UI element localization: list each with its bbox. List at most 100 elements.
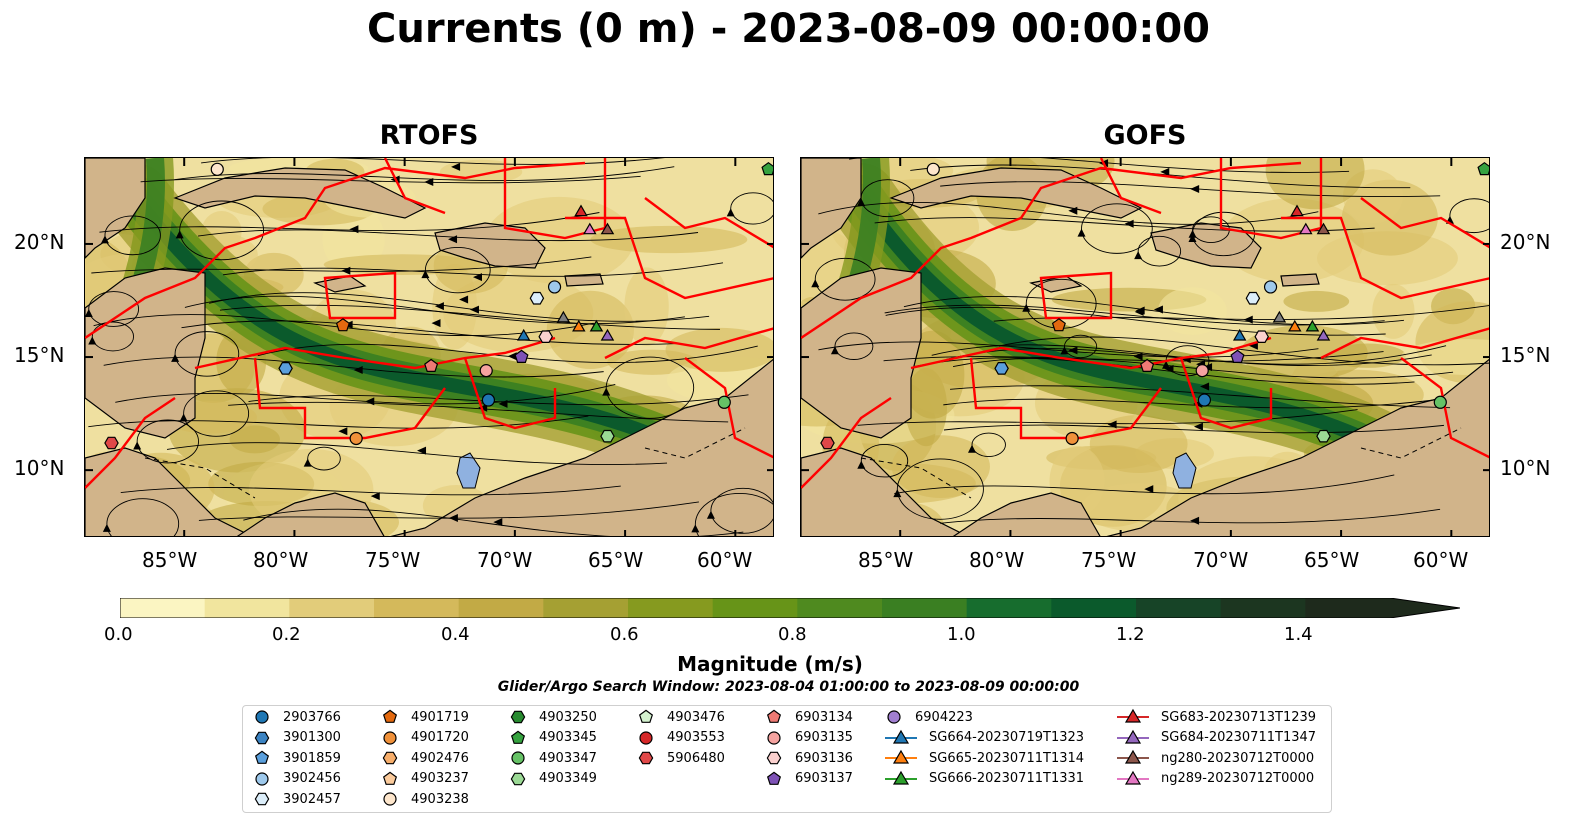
rtofs-map <box>84 157 774 537</box>
legend-marker-icon <box>766 709 782 723</box>
legend-label: SG684-20230711T1347 <box>1161 730 1317 745</box>
legend-marker-icon <box>1117 708 1149 723</box>
colorbar-tick-6: 1.2 <box>1116 624 1145 645</box>
lat-label-10n-right: 10°N <box>1500 456 1551 480</box>
legend-marker-icon <box>1117 770 1149 785</box>
legend-label: SG666-20230711T1331 <box>929 771 1085 786</box>
legend-item: 4901720 <box>379 728 469 748</box>
legend-item: 6903135 <box>763 728 853 748</box>
legend-label: 6904223 <box>915 709 973 725</box>
legend-marker-icon <box>766 751 782 765</box>
legend-item: 5906480 <box>635 748 725 768</box>
lon-label-80w: 80°W <box>253 548 309 572</box>
legend-label: 6903136 <box>795 750 853 766</box>
legend-label: 4903345 <box>539 730 597 745</box>
lat-label-20n: 20°N <box>14 230 65 254</box>
legend-item: 3902457 <box>251 789 341 809</box>
colorbar-tick-3: 0.6 <box>610 624 639 645</box>
legend-item: 4903347 <box>507 748 597 768</box>
legend-item: 6903134 <box>763 707 853 727</box>
lon-label-75w-gofs: 75°W <box>1081 548 1137 572</box>
legend-item: SG664-20230719T1323 <box>883 728 1084 748</box>
legend-label: 6903135 <box>795 730 853 745</box>
lon-label-60w-gofs: 60°W <box>1413 548 1469 572</box>
legend-item: 4903238 <box>379 789 469 809</box>
legend-item: 3902456 <box>251 769 341 789</box>
legend-item: 6904223 <box>883 707 973 727</box>
lon-label-80w-gofs: 80°W <box>969 548 1025 572</box>
legend-marker-icon <box>382 771 398 785</box>
legend-label: SG664-20230719T1323 <box>929 730 1085 745</box>
legend-marker-icon <box>254 792 270 806</box>
legend-label: SG683-20230713T1239 <box>1161 709 1317 725</box>
legend-marker-icon <box>383 730 397 745</box>
legend-marker-icon <box>383 792 397 806</box>
colorbar-tick-1: 0.2 <box>272 624 301 645</box>
legend-marker-icon <box>885 770 917 785</box>
legend-label: 2903766 <box>283 709 341 725</box>
legend-marker-icon <box>638 751 654 765</box>
legend-marker-icon <box>382 751 398 765</box>
legend-label: 4902476 <box>411 750 469 766</box>
legend-marker-icon <box>255 771 269 786</box>
legend-label: 4901719 <box>411 709 469 725</box>
legend-label: SG665-20230711T1314 <box>929 750 1085 766</box>
lat-label-15n-right: 15°N <box>1500 343 1551 367</box>
legend-marker-icon <box>638 709 654 723</box>
legend-marker-icon <box>511 751 525 765</box>
legend-item: SG665-20230711T1314 <box>883 748 1084 768</box>
colorbar-label: Magnitude (m/s) <box>677 652 863 676</box>
legend-marker-icon <box>887 710 901 724</box>
legend-item: SG684-20230711T1347 <box>1115 728 1316 748</box>
legend-item: 3901859 <box>251 748 341 768</box>
lon-label-60w: 60°W <box>697 548 753 572</box>
colorbar-tick-5: 1.0 <box>947 624 976 645</box>
legend-item: 4901719 <box>379 707 469 727</box>
gofs-map <box>800 157 1490 537</box>
legend-item: 4902476 <box>379 748 469 768</box>
colorbar <box>120 598 1460 618</box>
legend-item: 6903137 <box>763 769 853 789</box>
legend-label: 4901720 <box>411 730 469 745</box>
panel-title-rtofs: RTOFS <box>379 120 479 151</box>
legend-label: 4903349 <box>539 771 597 786</box>
legend-item: 4903476 <box>635 707 725 727</box>
lat-label-15n: 15°N <box>14 343 65 367</box>
lat-label-10n: 10°N <box>14 456 65 480</box>
legend-label: 3901300 <box>283 730 341 745</box>
legend-item: ng289-20230712T0000 <box>1115 769 1314 789</box>
legend-marker-icon <box>254 731 270 744</box>
lon-label-75w: 75°W <box>365 548 421 572</box>
legend-label: ng289-20230712T0000 <box>1161 771 1315 786</box>
legend-marker-icon <box>885 749 917 764</box>
legend-marker-icon <box>254 750 270 764</box>
legend-label: ng280-20230712T0000 <box>1161 750 1315 766</box>
legend-marker-icon <box>510 730 526 744</box>
figure-title: Currents (0 m) - 2023-08-09 00:00:00 <box>367 6 1210 52</box>
legend-label: 4903238 <box>411 791 469 807</box>
legend-marker-icon <box>639 730 653 745</box>
legend-item: 4903345 <box>507 728 597 748</box>
legend-item: SG666-20230711T1331 <box>883 769 1084 789</box>
legend-label: 3902457 <box>283 791 341 807</box>
legend-label: 6903134 <box>795 709 853 725</box>
legend: 2903766 3901300 3901859 3902456 3902457 49017… <box>242 705 1332 813</box>
colorbar-tick-4: 0.8 <box>778 624 807 645</box>
legend-label: 4903237 <box>411 771 469 786</box>
lon-label-85w-gofs: 85°W <box>858 548 914 572</box>
legend-label: 6903137 <box>795 771 853 786</box>
legend-label: 4903553 <box>667 730 725 745</box>
legend-label: 4903347 <box>539 750 597 766</box>
legend-marker-icon <box>767 730 781 745</box>
legend-item: SG683-20230713T1239 <box>1115 707 1316 727</box>
lat-label-20n-right: 20°N <box>1500 230 1551 254</box>
legend-item: 3901300 <box>251 728 341 748</box>
legend-label: 4903250 <box>539 709 597 725</box>
colorbar-tick-0: 0.0 <box>104 624 133 645</box>
legend-item: 2903766 <box>251 707 341 727</box>
legend-marker-icon <box>510 710 526 724</box>
legend-item: 4903250 <box>507 707 597 727</box>
search-window-text: Glider/Argo Search Window: 2023-08-04 01… <box>497 679 1080 695</box>
legend-item: 6903136 <box>763 748 853 768</box>
colorbar-tick-2: 0.4 <box>441 624 470 645</box>
